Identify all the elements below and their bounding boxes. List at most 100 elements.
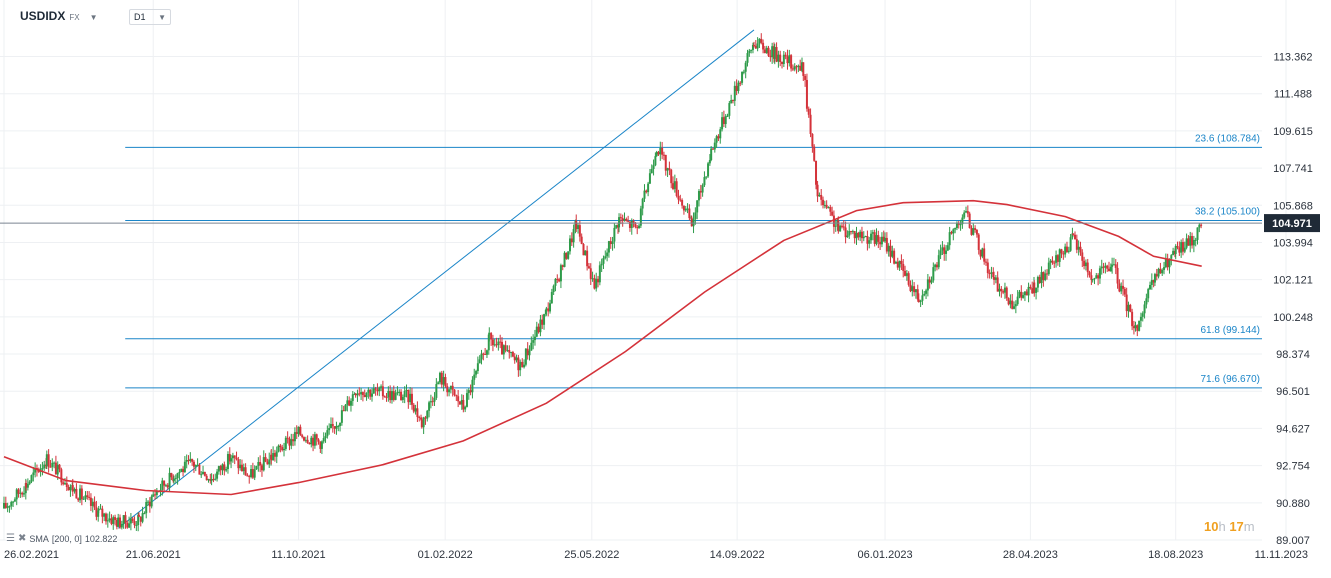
candle-body (331, 424, 334, 427)
candle (73, 487, 76, 494)
candle (1069, 233, 1072, 252)
candle-body (602, 258, 605, 264)
candle (711, 147, 714, 150)
candle (387, 386, 390, 402)
candle (1122, 279, 1125, 296)
candle (645, 189, 648, 194)
candle-body (283, 448, 286, 451)
candle-body (619, 217, 622, 219)
candle-body (880, 236, 883, 245)
candle (226, 451, 229, 474)
candle-body (627, 221, 630, 223)
candle-body (790, 55, 793, 69)
candle (511, 350, 514, 358)
candle-body (537, 326, 540, 333)
candle-body (625, 218, 628, 222)
candle (237, 456, 240, 475)
timeframe-selector[interactable]: D1 ▼ (129, 9, 171, 25)
candle (255, 465, 258, 470)
candle (1023, 291, 1026, 302)
candle (777, 50, 780, 68)
candle-body (893, 250, 896, 264)
candle (176, 472, 179, 485)
candle (34, 462, 37, 478)
candle-body (133, 521, 136, 526)
symbol-selector[interactable]: USDIDX FX ▼ (20, 9, 98, 23)
candle-body (679, 199, 682, 201)
candle-body (623, 218, 626, 221)
candle-body (864, 236, 867, 238)
candle-body (22, 493, 25, 495)
candle (917, 293, 920, 303)
countdown-minutes: 17 (1229, 519, 1244, 534)
candle (968, 211, 971, 229)
candle-body (784, 54, 787, 57)
candle-body (939, 250, 942, 256)
candle-body (935, 264, 938, 268)
candle-body (77, 498, 80, 501)
candle-body (453, 389, 456, 396)
candle-body (389, 390, 392, 401)
candle (1079, 241, 1082, 256)
candle (1180, 239, 1183, 258)
candle-body (390, 391, 393, 401)
candle-body (284, 437, 287, 449)
candle-body (202, 471, 205, 475)
candle-body (558, 279, 561, 282)
candle (196, 458, 199, 467)
candle (765, 45, 768, 54)
candle (578, 220, 581, 242)
candle-body (122, 515, 125, 524)
candle-body (426, 410, 429, 419)
candle (1185, 233, 1188, 250)
candle (913, 282, 916, 297)
candle-body (225, 469, 228, 471)
candle-body (913, 286, 916, 293)
candle (914, 289, 917, 299)
candle-body (604, 256, 607, 259)
candle-body (110, 518, 113, 524)
fib-level-label: 71.6 (96.670) (1201, 374, 1261, 385)
candle (547, 302, 550, 317)
candle-body (1045, 273, 1048, 275)
candle (45, 450, 48, 470)
candle-body (242, 467, 245, 471)
candle (790, 54, 793, 72)
candle-body (108, 518, 111, 521)
candle (390, 388, 393, 404)
candle (641, 197, 644, 216)
candle-body (209, 479, 212, 481)
candle (383, 395, 386, 398)
candle (659, 141, 662, 161)
candle-body (451, 385, 454, 390)
candle (647, 181, 650, 197)
candle-body (1196, 227, 1199, 240)
candle-body (532, 340, 535, 343)
candle-body (916, 289, 919, 300)
close-icon[interactable]: ✖ (17, 533, 27, 544)
fibonacci-levels: 23.6 (108.784) 38.2 (105.100) 61.8 (99.144… (125, 133, 1262, 389)
candle (180, 468, 183, 473)
candle-body (250, 469, 253, 478)
candle-body (34, 468, 37, 473)
fib-level-label: 38.2 (105.100) (1195, 207, 1260, 218)
candle (952, 228, 955, 241)
indicator-settings-icon[interactable]: ☰ (6, 533, 15, 544)
candle (607, 240, 610, 258)
candle-body (266, 461, 269, 465)
candle-body (765, 47, 768, 54)
candle-body (813, 146, 816, 161)
candle (344, 404, 347, 412)
candle (1168, 258, 1171, 274)
candle (1093, 277, 1096, 285)
candle-body (99, 508, 102, 510)
candle (694, 207, 697, 225)
candle (889, 239, 892, 263)
candle-body (506, 350, 509, 352)
candle-body (387, 390, 390, 398)
candle (482, 352, 485, 361)
y-tick-label: 103.994 (1273, 237, 1313, 249)
candle (705, 176, 708, 180)
